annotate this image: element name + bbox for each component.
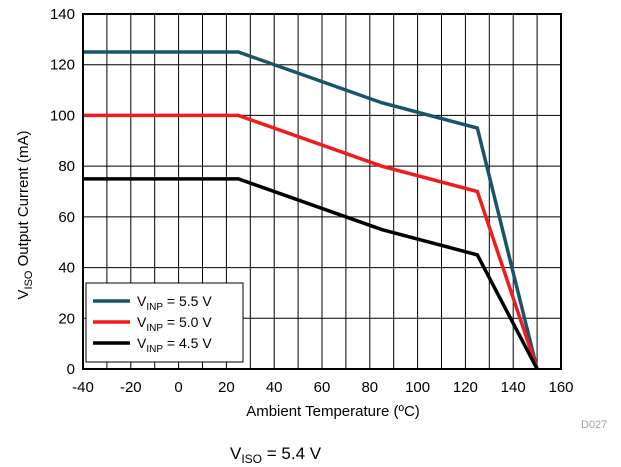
y-tick-label: 80 xyxy=(58,158,75,175)
figure-code: D027 xyxy=(581,419,607,431)
condition-sub: ISO xyxy=(241,452,262,466)
y-tick-label: 140 xyxy=(50,6,75,23)
condition-main: V xyxy=(230,444,242,463)
y-axis-title-sub: ISO xyxy=(23,270,35,289)
x-tick-label: 140 xyxy=(501,379,526,396)
condition-rest: = 5.4 V xyxy=(262,444,322,463)
y-tick-label: 60 xyxy=(58,209,75,226)
legend-label-1: VINP = 5.5 V xyxy=(137,293,212,313)
legend-label-rest: = 5.5 V xyxy=(163,293,212,309)
x-tick-label: 100 xyxy=(405,379,430,396)
legend-label-sub: INP xyxy=(146,302,163,313)
y-tick-labels: 0 20 40 60 80 100 120 140 xyxy=(50,6,75,378)
legend-label-2: VINP = 5.0 V xyxy=(137,314,212,334)
x-tick-label: 60 xyxy=(314,379,331,396)
series-line-3 xyxy=(83,177,539,370)
y-tick-label: 0 xyxy=(67,361,75,378)
y-tick-label: 100 xyxy=(50,107,75,124)
x-tick-label: 0 xyxy=(174,379,182,396)
plot-area-frame xyxy=(82,13,562,370)
legend-label-rest: = 4.5 V xyxy=(163,335,212,351)
x-tick-label: -20 xyxy=(120,379,142,396)
legend-label-3: VINP = 4.5 V xyxy=(137,335,212,355)
legend-label-sub: INP xyxy=(146,344,163,355)
y-axis-title-main: V xyxy=(15,289,32,299)
series-layer xyxy=(83,50,539,370)
x-tick-label: 40 xyxy=(266,379,283,396)
legend-label-main: V xyxy=(137,293,147,309)
y-axis-title: VISO Output Current (mA) xyxy=(15,130,35,299)
x-tick-label: 20 xyxy=(218,379,235,396)
y-tick-label: 120 xyxy=(50,57,75,74)
x-tick-label: -40 xyxy=(72,379,94,396)
y-tick-label: 20 xyxy=(58,310,75,327)
y-tick-label: 40 xyxy=(58,260,75,277)
legend-label-sub: INP xyxy=(146,323,163,334)
legend-label-main: V xyxy=(137,335,147,351)
y-axis-title-rest: Output Current (mA) xyxy=(15,130,32,270)
x-tick-labels: -40 -20 0 20 40 60 80 100 120 140 160 xyxy=(72,379,573,396)
condition-footnote: VISO = 5.4 V xyxy=(230,444,322,466)
series-line-1 xyxy=(83,50,539,370)
legend-label-main: V xyxy=(137,314,147,330)
x-tick-label: 120 xyxy=(453,379,478,396)
series-line-2 xyxy=(83,113,539,370)
x-tick-label: 160 xyxy=(548,379,573,396)
x-tick-label: 80 xyxy=(361,379,378,396)
legend-label-rest: = 5.0 V xyxy=(163,314,212,330)
x-axis-title: Ambient Temperature (ºC) xyxy=(246,403,420,420)
